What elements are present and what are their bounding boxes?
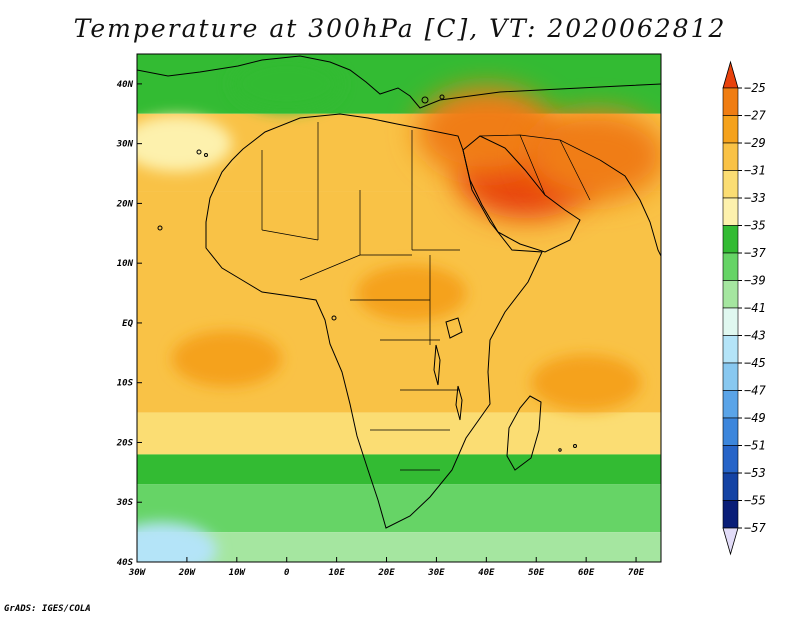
grads-credit: GrADS: IGES/COLA: [4, 604, 91, 614]
madagascar-coastline: [506, 395, 542, 471]
lon-tick-label: 10W: [229, 568, 247, 578]
lon-tick-label: 70E: [628, 568, 645, 578]
temperature-patch-2: [526, 110, 661, 201]
lon-tick-label: 10E: [328, 568, 345, 578]
lat-tick-label: 40S: [117, 558, 134, 568]
colorbar-swatch: [722, 335, 739, 364]
lakes: [433, 317, 463, 421]
africa-coastline: [205, 113, 543, 529]
colorbar-swatch: [722, 362, 739, 391]
temperature-patch-1: [416, 86, 557, 177]
border-north-africa: [261, 122, 460, 256]
lat-tick-label: 30N: [116, 140, 134, 150]
colorbar-swatch: [722, 197, 739, 226]
colorbar-level-label: −29: [744, 136, 766, 150]
lat-tick-label: 10N: [117, 259, 134, 269]
colorbar-level-label: −27: [744, 109, 766, 123]
temperature-patches: [137, 55, 661, 562]
colorbar-swatch: [722, 390, 739, 419]
colorbar: −25 −27 −29 −31 −33 −35 −37 −39 −41 −43 −45 −47 −49 −…: [722, 60, 766, 556]
colorbar-level-label: −51: [744, 439, 766, 453]
country-borders: [261, 122, 601, 471]
colorbar-swatch: [722, 170, 739, 199]
colorbar-level-label: −25: [744, 81, 766, 95]
colorbar-level-label: −55: [744, 494, 766, 508]
temperature-band-4: [137, 454, 661, 485]
colorbar-top-arrow: [722, 60, 739, 89]
temperature-band-3: [137, 412, 661, 455]
colorbar-level-label: −35: [744, 219, 766, 233]
temperature-patch-6: [231, 55, 342, 112]
latitude-axis: 40N 30N 20N 10N EQ 10S 20S 30S 40S: [116, 80, 142, 568]
colorbar-level-label: −49: [744, 411, 766, 425]
temperature-band-0: [137, 54, 661, 114]
colorbar-swatch: [722, 472, 739, 501]
lat-tick-label: 20S: [116, 438, 134, 448]
colorbar-swatch: [722, 142, 739, 171]
lon-tick-label: 30E: [427, 568, 445, 578]
colorbar-level-label: −57: [744, 521, 766, 535]
lake-malawi: [455, 385, 463, 421]
colorbar-swatch: [722, 445, 739, 474]
colorbar-level-label: −31: [744, 164, 766, 178]
temperature-patch-3: [356, 265, 467, 322]
colorbar-level-label: −33: [744, 191, 766, 205]
india-coastline: [599, 159, 661, 257]
colorbar-swatch: [722, 225, 739, 254]
lon-tick-label: 30W: [128, 568, 147, 578]
plot-frame: [136, 53, 662, 563]
colorbar-swatch: [722, 87, 739, 116]
longitude-axis: 30W 20W 10W 0 10E 20E 30E 40E 50E 60E 70E: [128, 557, 645, 578]
lon-tick-label: 0: [284, 568, 290, 578]
temperature-band-6: [137, 532, 661, 562]
lon-tick-label: 50E: [528, 568, 545, 578]
temperature-patch-8: [137, 522, 217, 562]
lat-tick-label: 20N: [116, 199, 134, 209]
colorbar-level-label: −41: [744, 301, 766, 315]
temperature-field: [137, 54, 661, 562]
lat-tick-label: 30S: [116, 498, 134, 508]
lat-tick-label: EQ: [122, 319, 133, 329]
lon-tick-label: 20W: [178, 568, 197, 578]
temperature-patch-5: [531, 354, 642, 411]
lake-tanganyika: [433, 344, 441, 386]
lat-tick-label: 10S: [117, 379, 134, 389]
colorbar-level-label: −53: [744, 466, 766, 480]
lon-tick-label: 40E: [478, 568, 495, 578]
europe-coastline: [137, 55, 661, 109]
map-title: Temperature at 300hPa [C], VT: 202006281…: [73, 14, 727, 43]
temperature-patch-7: [137, 115, 232, 172]
colorbar-swatch: [722, 115, 739, 144]
colorbar-swatch: [722, 500, 739, 529]
border-middle-east: [479, 134, 601, 201]
colorbar-swatch: [722, 417, 739, 446]
colorbar-level-label: −37: [744, 246, 766, 260]
lon-tick-label: 20E: [377, 568, 395, 578]
lon-tick-label: 60E: [578, 568, 595, 578]
lat-tick-label: 40N: [117, 80, 134, 90]
colorbar-level-label: −45: [744, 356, 766, 370]
border-central-africa: [299, 254, 460, 471]
colorbar-swatch: [722, 280, 739, 309]
lake-victoria: [445, 317, 463, 339]
colorbar-level-label: −47: [744, 384, 766, 398]
temperature-band-5: [137, 484, 661, 533]
colorbar-bottom-arrow: [722, 527, 739, 556]
coastal-islands: [157, 94, 577, 452]
coastlines: [137, 55, 661, 529]
temperature-patch-4: [171, 330, 282, 387]
colorbar-swatch: [722, 307, 739, 336]
colorbar-level-label: −43: [744, 329, 766, 343]
colorbar-level-label: −39: [744, 274, 766, 288]
arabia-coastline: [462, 135, 581, 253]
colorbar-swatch: [722, 252, 739, 281]
